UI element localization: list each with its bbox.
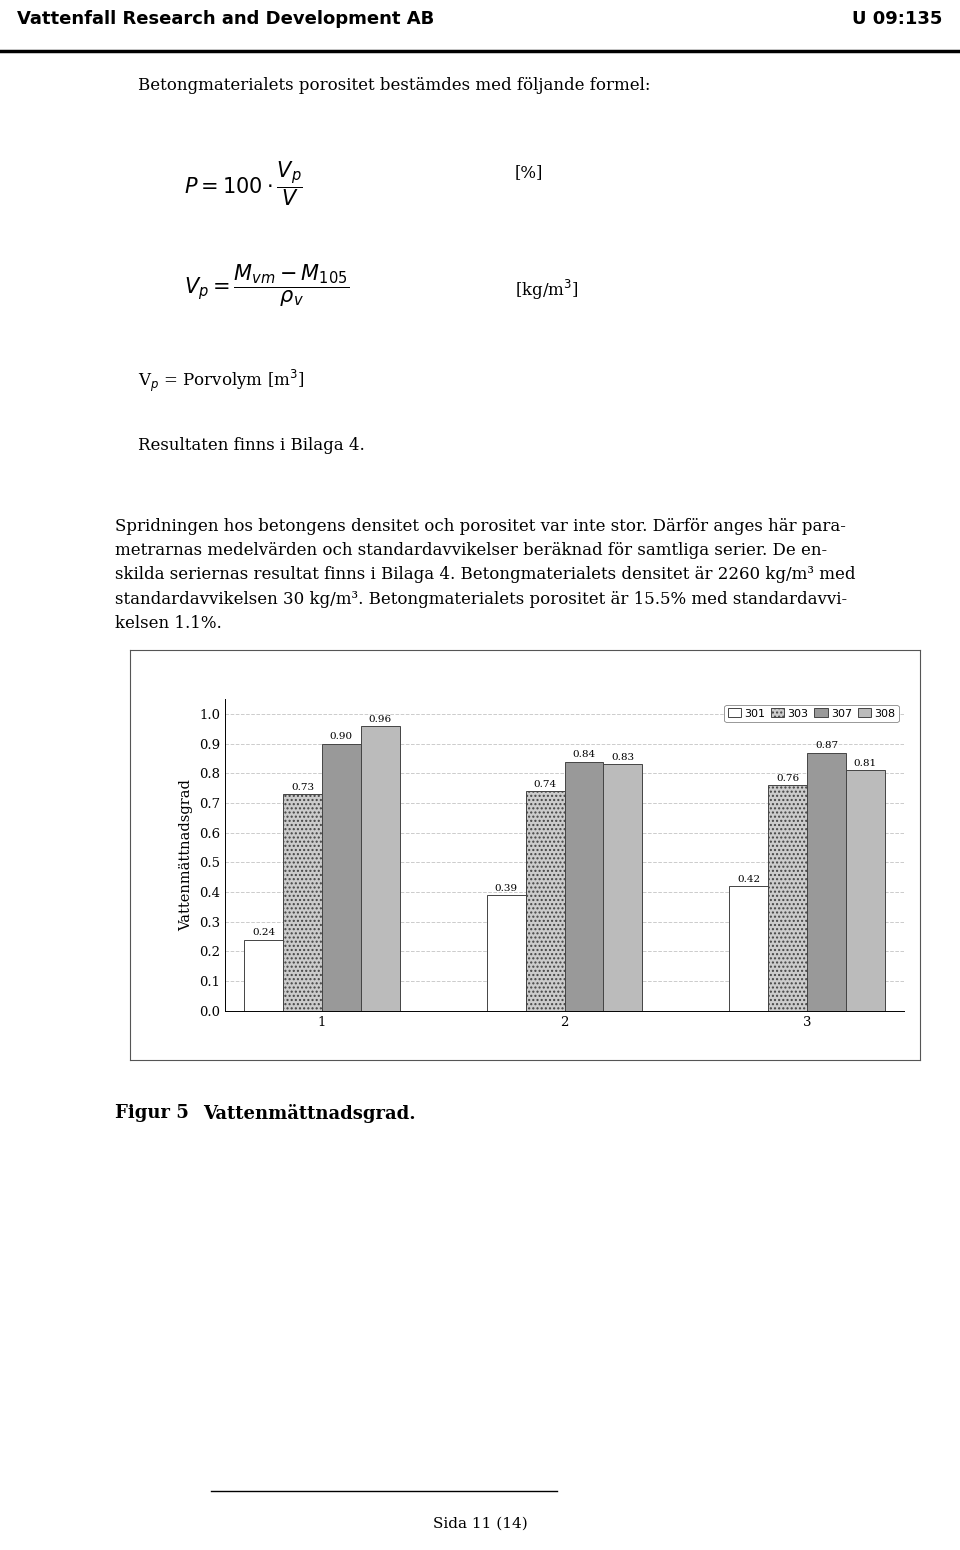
Text: 0.24: 0.24 xyxy=(252,928,276,938)
Text: $P = 100 \cdot \dfrac{V_p}{V}$: $P = 100 \cdot \dfrac{V_p}{V}$ xyxy=(184,158,303,208)
Bar xyxy=(526,790,564,1011)
Text: 0.84: 0.84 xyxy=(572,750,595,759)
Text: 0.81: 0.81 xyxy=(853,760,876,769)
Y-axis label: Vattenmättnadsgrad: Vattenmättnadsgrad xyxy=(180,780,193,932)
Text: 0.73: 0.73 xyxy=(291,783,314,792)
Text: 0.42: 0.42 xyxy=(737,874,760,883)
Bar xyxy=(487,894,526,1011)
Text: 0.96: 0.96 xyxy=(369,715,392,724)
Text: Vattenfall Research and Development AB: Vattenfall Research and Development AB xyxy=(17,11,435,28)
Text: U 09:135: U 09:135 xyxy=(852,11,943,28)
Bar xyxy=(361,725,399,1011)
Bar xyxy=(244,939,283,1011)
Text: Vattenmättnadsgrad.: Vattenmättnadsgrad. xyxy=(204,1104,416,1122)
Text: [kg/m$^3$]: [kg/m$^3$] xyxy=(515,277,578,302)
Text: 0.90: 0.90 xyxy=(329,732,353,741)
Bar xyxy=(603,764,642,1011)
Text: V$_p$ = Porvolym [m$^3$]: V$_p$ = Porvolym [m$^3$] xyxy=(138,367,304,394)
Bar xyxy=(730,887,768,1011)
Bar xyxy=(283,794,322,1011)
Text: 0.83: 0.83 xyxy=(612,753,635,763)
Text: 0.76: 0.76 xyxy=(777,773,800,783)
Text: Figur 5: Figur 5 xyxy=(115,1104,189,1122)
Text: Sida 11 (14): Sida 11 (14) xyxy=(433,1516,527,1531)
Bar xyxy=(322,744,361,1011)
Text: [%]: [%] xyxy=(515,164,543,181)
Text: Resultaten finns i Bilaga 4.: Resultaten finns i Bilaga 4. xyxy=(138,437,365,454)
Text: Betongmaterialets porositet bestämdes med följande formel:: Betongmaterialets porositet bestämdes me… xyxy=(138,78,651,95)
Bar xyxy=(807,753,846,1011)
Bar xyxy=(768,786,807,1011)
Text: 0.39: 0.39 xyxy=(494,883,517,893)
Text: 0.74: 0.74 xyxy=(534,780,557,789)
Bar xyxy=(564,761,603,1011)
Text: 0.87: 0.87 xyxy=(815,741,838,750)
Bar xyxy=(846,770,885,1011)
Legend: 301, 303, 307, 308: 301, 303, 307, 308 xyxy=(725,705,899,722)
Text: Spridningen hos betongens densitet och porositet var inte stor. Därför anges här: Spridningen hos betongens densitet och p… xyxy=(115,518,855,632)
Text: $V_p = \dfrac{M_{vm} - M_{105}}{\rho_v}$: $V_p = \dfrac{M_{vm} - M_{105}}{\rho_v}$ xyxy=(184,264,349,308)
